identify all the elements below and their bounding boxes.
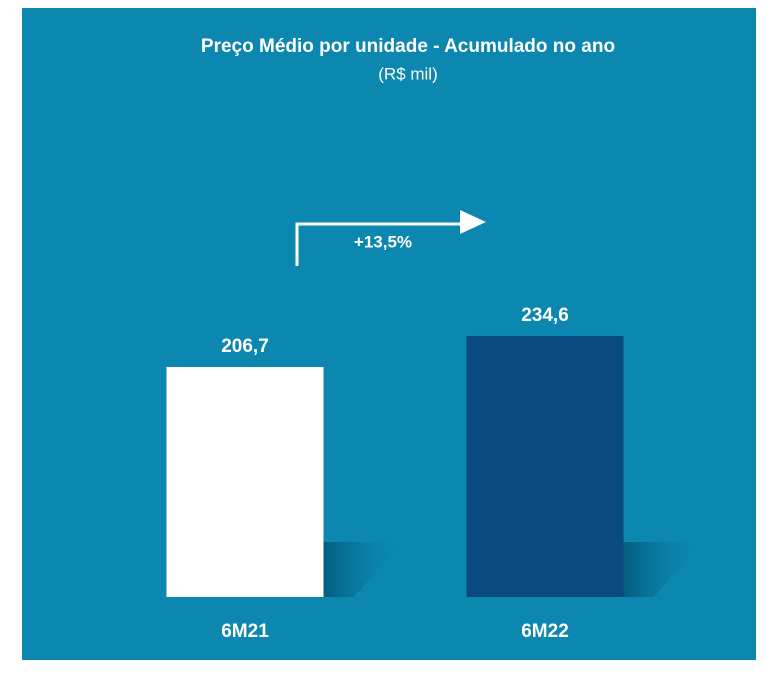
bar: [466, 335, 624, 597]
chart-subtitle: (R$ mil): [378, 64, 438, 83]
value-label: 206,7: [221, 336, 269, 357]
bar-shadow: [323, 542, 404, 597]
bar: [166, 367, 324, 597]
category-label: 6M21: [221, 621, 269, 642]
growth-annotation: +13,5%: [354, 232, 412, 251]
growth-arrow: [295, 222, 462, 266]
value-label: 234,6: [521, 305, 569, 326]
bar-shadow: [623, 542, 704, 597]
chart-title: Preço Médio por unidade - Acumulado no a…: [201, 36, 615, 57]
category-label: 6M22: [521, 621, 569, 642]
growth-arrowhead: [460, 210, 486, 234]
